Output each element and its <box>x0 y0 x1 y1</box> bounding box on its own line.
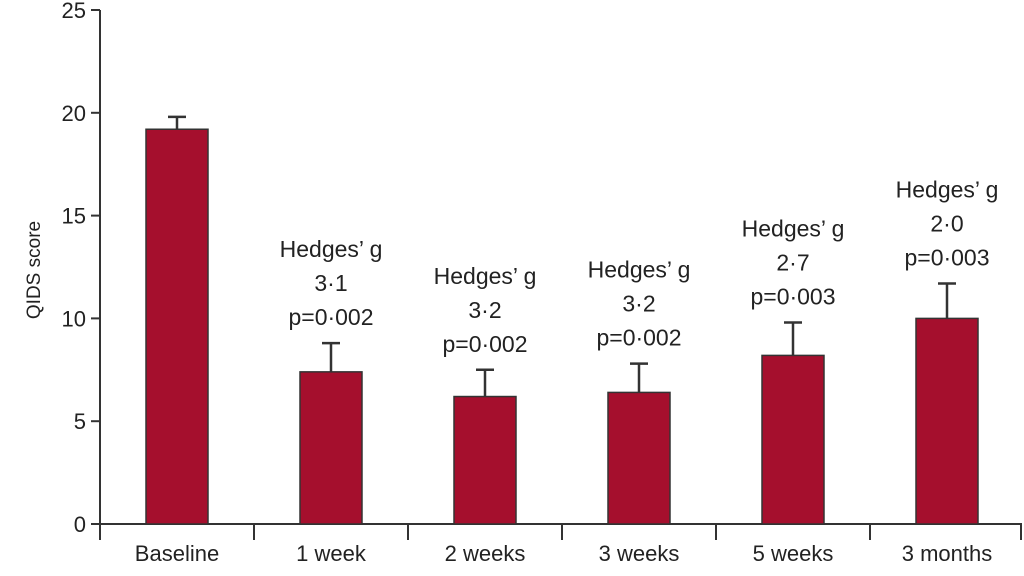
annotation-text: 3·2 <box>622 291 655 317</box>
y-tick-label: 0 <box>74 512 86 537</box>
annotation-text: p=0·003 <box>750 284 835 310</box>
annotation-text: 2·7 <box>776 250 809 276</box>
annotation-text: 3·2 <box>468 297 501 323</box>
x-tick-label: 5 weeks <box>753 541 834 566</box>
annotation-text: p=0·002 <box>442 331 527 357</box>
x-tick-label: Baseline <box>135 541 219 566</box>
annotations: Hedges’ g 3·1 p=0·002 Hedges’ g 3·2 p=0·002 He… <box>280 176 999 356</box>
x-tick-label: 3 months <box>902 541 993 566</box>
annotation-text: p=0·003 <box>904 244 989 270</box>
y-tick-label: 15 <box>62 204 86 229</box>
bar <box>453 395 517 525</box>
y-tick-label: 20 <box>62 101 86 126</box>
y-tick-label: 25 <box>62 0 86 23</box>
bar <box>607 391 671 525</box>
bars <box>145 115 979 525</box>
x-axis: Baseline 1 week 2 weeks 3 weeks 5 weeks 3 mon… <box>99 523 1022 566</box>
y-axis-title: QIDS score <box>24 221 45 319</box>
y-axis: 0 5 10 15 20 25 <box>62 0 101 537</box>
bar <box>761 354 825 525</box>
x-tick-label: 3 weeks <box>599 541 680 566</box>
annotation-text: Hedges’ g <box>280 236 383 262</box>
bar <box>915 317 979 525</box>
y-tick-label: 5 <box>74 409 86 434</box>
bar <box>145 128 209 525</box>
x-tick-label: 1 week <box>296 541 367 566</box>
annotation-text: 3·1 <box>314 270 347 296</box>
annotation-text: Hedges’ g <box>742 216 845 242</box>
annotation-text: Hedges’ g <box>896 176 999 202</box>
annotation-text: p=0·002 <box>596 325 681 351</box>
y-tick-label: 10 <box>62 306 86 331</box>
annotation-text: Hedges’ g <box>588 257 691 283</box>
x-tick-label: 2 weeks <box>445 541 526 566</box>
annotation-text: p=0·002 <box>288 304 373 330</box>
annotation-text: Hedges’ g <box>434 263 537 289</box>
bar <box>299 371 363 525</box>
annotation-text: 2·0 <box>930 210 963 236</box>
